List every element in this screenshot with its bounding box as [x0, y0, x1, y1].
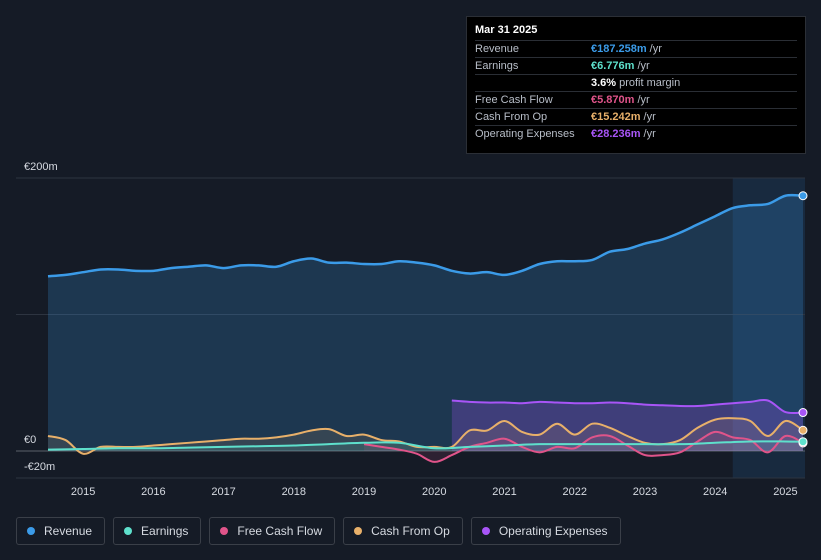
- tooltip-row-value: €15.242m: [591, 111, 641, 123]
- tooltip-row-value: €187.258m: [591, 43, 647, 55]
- x-tick-label: 2022: [563, 486, 587, 498]
- tooltip-row: Revenue €187.258m/yr: [475, 40, 797, 57]
- x-tick-label: 2017: [211, 486, 235, 498]
- chart-legend: Revenue Earnings Free Cash Flow Cash From O…: [16, 517, 621, 545]
- series-fills: [48, 195, 803, 462]
- operating-expenses-line: [451, 398, 804, 415]
- tooltip-row-unit: profit margin: [619, 77, 681, 89]
- legend-label: Free Cash Flow: [237, 524, 323, 538]
- earnings-area: [48, 441, 803, 451]
- tooltip-row-unit: /yr: [637, 94, 650, 106]
- legend-label: Earnings: [141, 524, 189, 538]
- legend-item-revenue[interactable]: Revenue: [16, 517, 106, 545]
- tooltip-row-label: Earnings: [475, 60, 519, 72]
- x-tick-label: 2020: [422, 486, 446, 498]
- tooltip-row-unit: /yr: [637, 60, 650, 72]
- tooltip-rows: Revenue €187.258m/yr Earnings €6.776m/yr 3.6…: [475, 40, 797, 142]
- x-tick-label: 2016: [141, 486, 165, 498]
- tooltip-row-unit: /yr: [643, 111, 656, 123]
- legend-dot-icon: [124, 527, 133, 535]
- tooltip-row-unit: /yr: [649, 43, 662, 55]
- x-tick-label: 2023: [633, 486, 657, 498]
- series-end-markers: [798, 191, 808, 448]
- tooltip-row-value: 3.6%: [591, 77, 617, 89]
- x-tick-label: 2021: [492, 486, 516, 498]
- legend-dot-icon: [481, 527, 490, 535]
- legend-label: Operating Expenses: [498, 524, 608, 538]
- tooltip-row: Operating Expenses €28.236m/yr: [475, 125, 797, 142]
- forecast-highlight-band: [732, 178, 805, 478]
- y-axis-labels: €200m €0 -€20m: [24, 161, 58, 473]
- tooltip-row: Earnings €6.776m/yr: [475, 57, 797, 74]
- tooltip-row-value: €28.236m: [591, 128, 641, 140]
- free-cash-flow-line: [363, 430, 804, 463]
- earnings-line: [47, 440, 804, 451]
- x-tick-label: 2019: [352, 486, 376, 498]
- tooltip-row-label: Revenue: [475, 43, 520, 55]
- data-tooltip: Mar 31 2025 Revenue €187.258m/yr Earnings €…: [466, 16, 806, 154]
- tooltip-row: Free Cash Flow €5.870m/yr: [475, 91, 797, 108]
- earnings-end-marker: [798, 437, 808, 447]
- tooltip-row: 3.6% profit margin: [475, 74, 797, 91]
- tooltip-row-label: Cash From Op: [475, 111, 548, 123]
- revenue-line: [47, 193, 804, 278]
- y-tick-label: €0: [24, 434, 36, 446]
- tooltip-row-label: Free Cash Flow: [475, 94, 553, 106]
- legend-item-earnings[interactable]: Earnings: [113, 517, 202, 545]
- legend-dot-icon: [27, 527, 35, 535]
- cash-from-op-end-marker: [798, 425, 808, 435]
- series-lines: [47, 193, 804, 463]
- x-tick-label: 2024: [703, 486, 727, 498]
- x-tick-label: 2015: [71, 486, 95, 498]
- tooltip-row-unit: /yr: [643, 128, 656, 140]
- revenue-end-marker: [798, 191, 808, 201]
- tooltip-row-value: €5.870m: [591, 94, 635, 106]
- legend-item-operating-expenses[interactable]: Operating Expenses: [470, 517, 621, 545]
- tooltip-row-label: Operating Expenses: [475, 128, 575, 140]
- revenue-area: [48, 195, 803, 451]
- y-tick-label: -€20m: [24, 461, 55, 473]
- legend-item-cash-from-op[interactable]: Cash From Op: [343, 517, 463, 545]
- legend-item-free-cash-flow[interactable]: Free Cash Flow: [209, 517, 336, 545]
- operating-expenses-area: [451, 399, 803, 451]
- free-cash-flow-area: [364, 431, 803, 462]
- legend-label: Revenue: [44, 524, 93, 538]
- operating-expenses-end-marker: [798, 408, 808, 418]
- y-tick-label: €200m: [24, 161, 58, 173]
- x-axis-labels: 2015 2016 2017 2018 2019 2020 2021 2022 2023 2024…: [71, 486, 798, 498]
- tooltip-row-value: €6.776m: [591, 60, 635, 72]
- x-tick-label: 2025: [773, 486, 797, 498]
- legend-dot-icon: [354, 527, 363, 535]
- legend-dot-icon: [220, 527, 229, 535]
- tooltip-row: Cash From Op €15.242m/yr: [475, 108, 797, 125]
- tooltip-date: Mar 31 2025: [475, 24, 538, 36]
- legend-label: Cash From Op: [371, 524, 450, 538]
- x-tick-label: 2018: [282, 486, 306, 498]
